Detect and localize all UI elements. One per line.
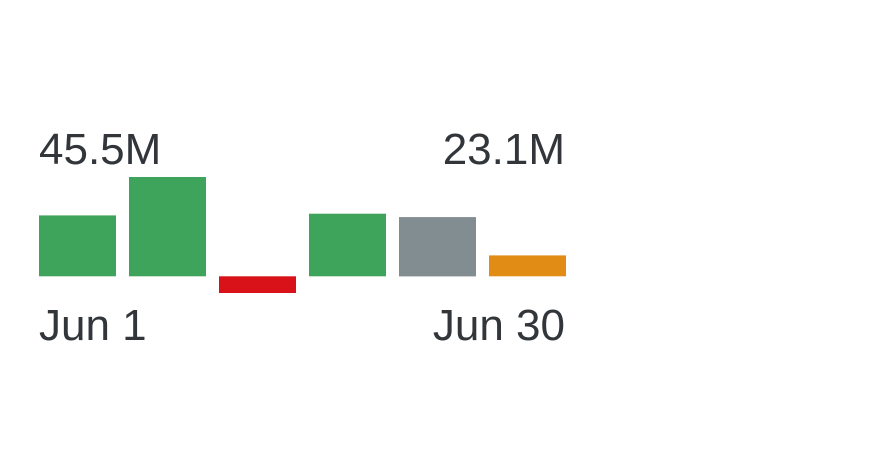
bar-4 — [309, 214, 386, 277]
bar-3 — [219, 276, 296, 293]
bar-5 — [399, 217, 476, 276]
bar-6 — [489, 255, 566, 276]
last-date-label: Jun 30 — [0, 304, 565, 348]
bar-1 — [39, 215, 116, 276]
bar-2 — [129, 177, 206, 276]
